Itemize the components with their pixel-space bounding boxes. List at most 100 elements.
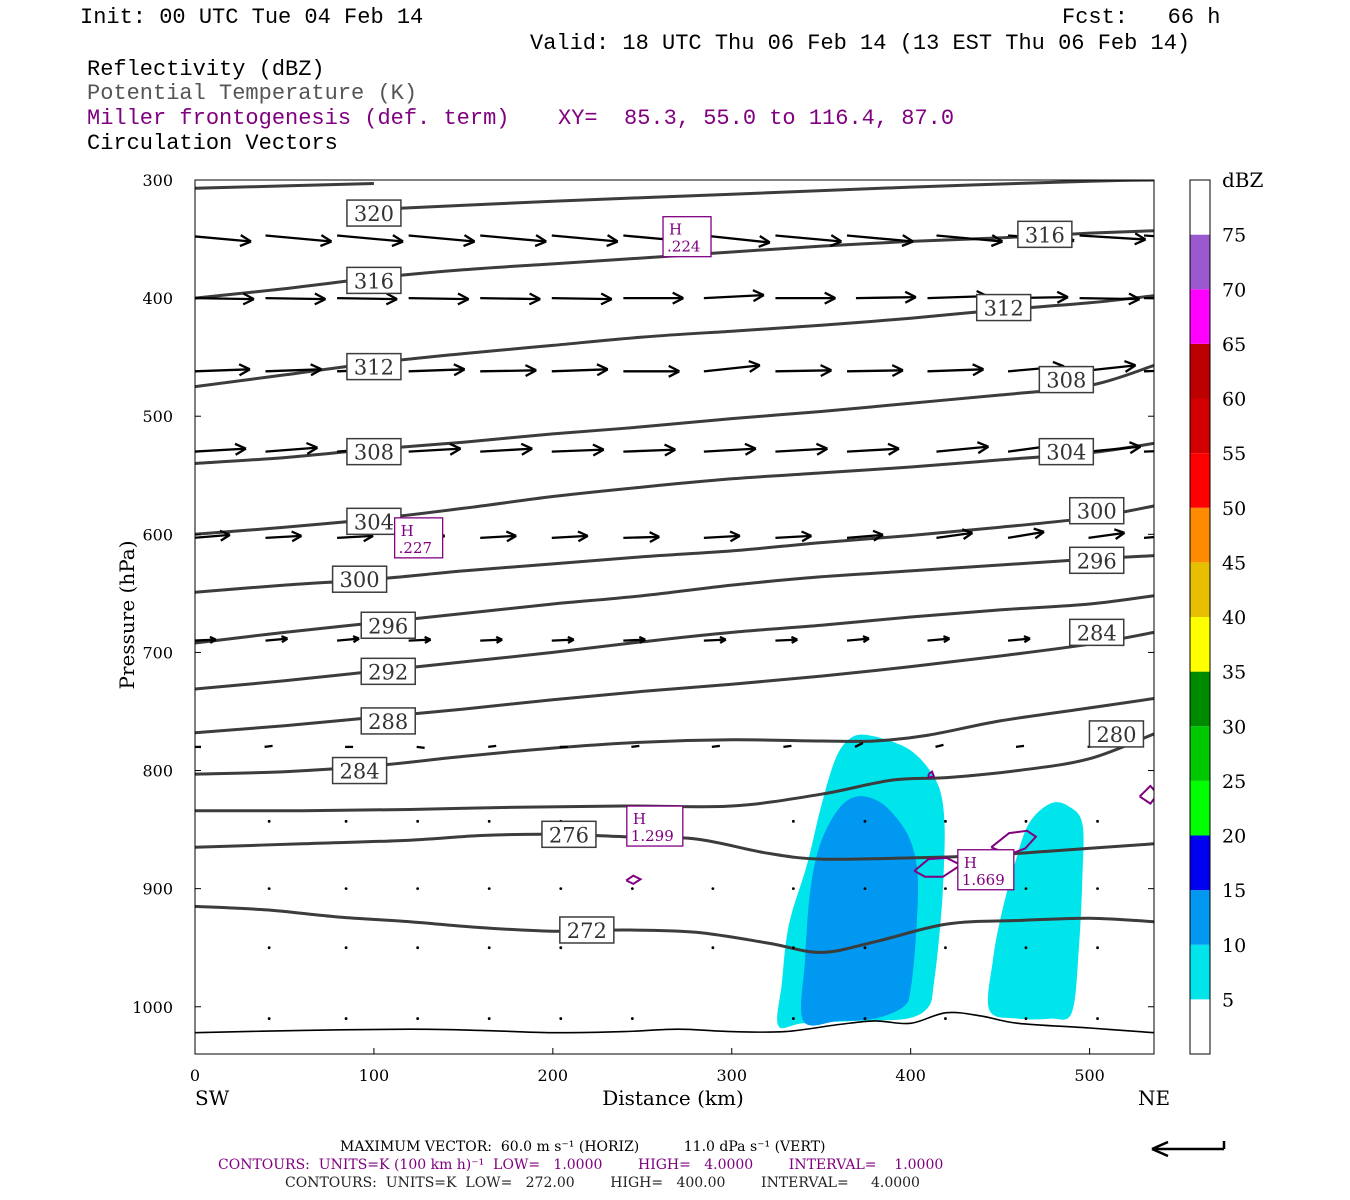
circulation-vector bbox=[408, 442, 462, 456]
vector-shaft bbox=[846, 637, 870, 642]
vector-head bbox=[319, 234, 333, 248]
field-vectors-label: Circulation Vectors bbox=[87, 131, 338, 156]
circulation-vector bbox=[711, 946, 715, 950]
vector-shaft bbox=[195, 638, 216, 642]
vector-head bbox=[744, 442, 757, 456]
vector-shaft bbox=[1143, 535, 1154, 540]
theta-label-box bbox=[360, 611, 416, 640]
theta-contour-280 bbox=[195, 732, 1154, 813]
vector-head bbox=[505, 530, 517, 543]
x-axis-ne-label: NE bbox=[1138, 1086, 1170, 1110]
circulation-vector bbox=[623, 443, 676, 457]
fronto-high-box bbox=[662, 216, 712, 258]
reflectivity-layer bbox=[777, 734, 1084, 1029]
vector-head bbox=[672, 291, 684, 305]
y-tick-label: 500 bbox=[142, 407, 173, 426]
circulation-vector bbox=[487, 819, 491, 823]
vector-shaft bbox=[936, 234, 1003, 243]
circulation-vector bbox=[863, 1017, 867, 1020]
vector-head bbox=[314, 292, 327, 306]
circulation-vector bbox=[1024, 1017, 1028, 1020]
vector-shaft bbox=[551, 638, 574, 642]
fronto-high-value: .224 bbox=[667, 238, 700, 256]
theta-label-box bbox=[541, 820, 597, 849]
circulation-vector bbox=[344, 946, 348, 950]
circulation-vector bbox=[267, 819, 271, 823]
vector-shaft bbox=[623, 638, 646, 642]
circulation-vector bbox=[623, 531, 660, 544]
vector-shaft bbox=[846, 447, 900, 453]
circulation-vector bbox=[775, 364, 832, 378]
circulation-vector bbox=[267, 887, 271, 891]
circulation-vector bbox=[559, 887, 563, 891]
vector-head bbox=[534, 234, 547, 248]
vector-head bbox=[219, 529, 231, 542]
theta-contour-320 bbox=[373, 180, 1154, 211]
y-tick-label: 900 bbox=[142, 880, 173, 899]
fronto-high-letter: H bbox=[633, 810, 646, 828]
surface-layer bbox=[195, 1011, 1154, 1034]
theta-label-box bbox=[559, 916, 615, 944]
circulation-vector bbox=[416, 745, 425, 750]
vector-head bbox=[577, 530, 589, 543]
circulation-vector bbox=[551, 292, 613, 306]
vector-head bbox=[668, 364, 680, 378]
vector-head bbox=[904, 290, 917, 304]
circulation-vector bbox=[623, 635, 646, 644]
y-axis-title: Pressure (hPa) bbox=[115, 541, 139, 690]
valid-time-label: Valid: 18 UTC Thu 06 Feb 14 (13 EST Thu … bbox=[530, 31, 1191, 56]
vector-shaft bbox=[703, 293, 764, 300]
colorbar-level-label: 25 bbox=[1222, 771, 1246, 793]
vector-head bbox=[1023, 635, 1031, 644]
circulation-vector bbox=[846, 635, 870, 644]
vector-shaft bbox=[775, 447, 828, 453]
circulation-vector bbox=[559, 1017, 563, 1020]
surface-pressure-line bbox=[195, 1011, 1154, 1034]
vector-shaft bbox=[703, 447, 756, 453]
vector-head bbox=[310, 363, 323, 377]
circulation-vector bbox=[791, 946, 795, 950]
colorbar-level-label: 10 bbox=[1222, 935, 1246, 957]
vector-shaft bbox=[703, 638, 726, 642]
theta-label: 320 bbox=[354, 202, 394, 226]
fronto-contour bbox=[625, 874, 643, 886]
fronto-high-box bbox=[626, 805, 684, 847]
circulation-vector bbox=[855, 290, 917, 304]
vector-head bbox=[649, 531, 660, 544]
vector-shaft bbox=[775, 369, 832, 373]
theta-label-box bbox=[1068, 496, 1125, 525]
circulation-vector bbox=[936, 441, 990, 455]
y-tick-label: 800 bbox=[142, 762, 173, 781]
circulation-vector bbox=[703, 360, 761, 373]
colorbar-swatch bbox=[1190, 180, 1210, 235]
circulation-vector bbox=[1088, 528, 1126, 540]
footer-fronto-contours: CONTOURS: UNITS=K (100 km h)⁻¹ LOW= 1.00… bbox=[218, 1157, 944, 1173]
vector-shaft bbox=[1143, 369, 1154, 373]
circulation-vector bbox=[927, 635, 951, 644]
circulation-vector bbox=[344, 887, 348, 891]
circulation-vector bbox=[863, 819, 867, 823]
vector-shaft bbox=[265, 637, 288, 642]
circulation-vector bbox=[195, 292, 255, 306]
vector-shaft bbox=[480, 534, 517, 540]
circulation-vector bbox=[1024, 819, 1028, 823]
circulation-vector bbox=[488, 744, 497, 749]
vector-head bbox=[524, 364, 537, 378]
vector-shaft bbox=[408, 447, 461, 453]
circulation-vector bbox=[480, 442, 533, 456]
theta-label-box bbox=[346, 266, 402, 295]
circulation-vector bbox=[775, 234, 843, 248]
colorbar-swatch bbox=[1190, 835, 1210, 891]
theta-contour-304 bbox=[195, 441, 1154, 536]
circulation-vector bbox=[551, 234, 619, 248]
vector-shaft bbox=[1007, 530, 1045, 540]
vector-shaft bbox=[551, 368, 608, 373]
vector-head bbox=[1128, 441, 1142, 455]
x-tick-label: 100 bbox=[359, 1066, 390, 1085]
circulation-vector bbox=[195, 635, 217, 644]
circulation-vector bbox=[863, 887, 867, 891]
circulation-vector bbox=[265, 234, 333, 248]
circulation-vector bbox=[265, 530, 303, 543]
vector-head bbox=[748, 360, 761, 373]
